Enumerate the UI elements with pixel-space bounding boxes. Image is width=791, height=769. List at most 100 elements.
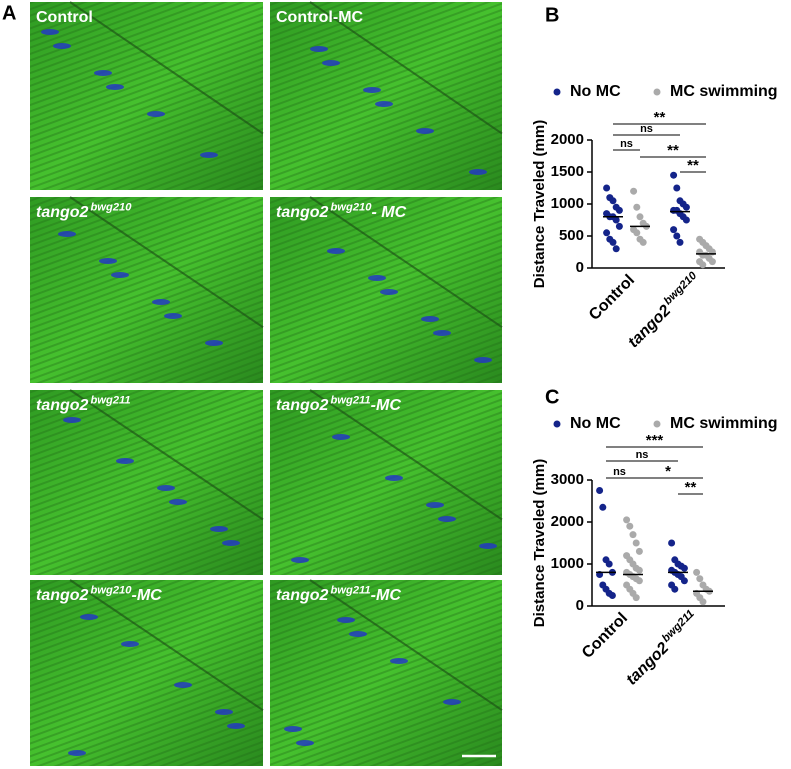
data-point [635, 547, 643, 555]
y-axis-label: Distance Traveled (mm) [531, 459, 548, 627]
label-name: tango2 [625, 302, 674, 351]
data-point [680, 564, 688, 572]
nucleus [80, 614, 98, 620]
data-point [635, 577, 643, 585]
label: tango2 bwg210- MC [276, 201, 407, 221]
data-point [673, 232, 681, 240]
data-point [612, 245, 620, 253]
legend-marker [653, 88, 661, 96]
nucleus [205, 340, 223, 346]
fiber-boundary [309, 196, 503, 329]
significance: ** [667, 142, 679, 159]
legend-label: MC swimming [670, 415, 778, 432]
significance: ns [636, 449, 649, 461]
nucleus [41, 29, 59, 35]
label: tango2 bwg211-MC [276, 394, 401, 414]
nucleus [121, 641, 139, 647]
micrograph-striation [270, 580, 502, 766]
fiber-boundary [309, 579, 503, 712]
data-point [632, 594, 640, 602]
nucleus [385, 475, 403, 481]
data-point [629, 531, 637, 539]
data-point [609, 238, 617, 246]
nucleus [349, 631, 367, 637]
label: Control [36, 9, 93, 26]
data-point [699, 598, 707, 606]
data-point [708, 258, 716, 266]
label-suffix: -MC [132, 587, 163, 604]
data-point [635, 566, 643, 574]
nucleus [210, 526, 228, 532]
micrograph-striation [30, 2, 263, 190]
fiber-boundary [69, 1, 264, 135]
label-sup: bwg211 [90, 394, 130, 406]
data-point [609, 197, 617, 205]
label-name: Control [579, 610, 631, 662]
label-suffix: -MC [371, 587, 402, 604]
nucleus [63, 417, 81, 423]
micrograph-striation [30, 580, 263, 766]
data-point [682, 203, 690, 211]
label-name: tango2 [276, 397, 329, 414]
y-tick-label: 2000 [551, 513, 584, 530]
nucleus [291, 557, 309, 563]
data-point [670, 226, 678, 234]
y-axis-label: Distance Traveled (mm) [531, 120, 548, 288]
label: tango2 bwg211-MC [276, 584, 401, 604]
label-name: Control [586, 272, 638, 324]
data-point [615, 206, 623, 214]
micrograph-striation [30, 390, 263, 575]
label-name: tango2 [36, 397, 89, 414]
data-point [615, 222, 623, 230]
data-point [605, 560, 613, 568]
data-point [612, 216, 620, 224]
nucleus [310, 46, 328, 52]
data-point [673, 184, 681, 192]
data-point [680, 577, 688, 585]
data-point [636, 213, 644, 221]
label-name: tango2 [36, 587, 89, 604]
legend-marker [553, 420, 561, 428]
nucleus [433, 330, 451, 336]
y-tick-label: 2000 [551, 131, 584, 148]
nucleus [68, 750, 86, 756]
significance: *** [646, 432, 664, 449]
data-point [608, 592, 616, 599]
nucleus [337, 617, 355, 623]
nucleus [215, 709, 233, 715]
y-tick-label: 500 [559, 227, 584, 244]
label: tango2bwg211 [621, 608, 702, 689]
label-suffix: - MC [372, 204, 407, 221]
label-sup: bwg211 [330, 394, 370, 406]
nucleus [147, 111, 165, 117]
significance: * [665, 463, 671, 480]
label-suffix: -MC [371, 397, 402, 414]
data-point [682, 216, 690, 224]
data-point [676, 238, 684, 246]
label-sup: bwg210 [90, 201, 132, 213]
nucleus [58, 231, 76, 237]
legend-label: MC swimming [670, 83, 778, 100]
nucleus [106, 84, 124, 90]
nucleus [116, 458, 134, 464]
label-sup: bwg210 [662, 269, 700, 307]
nucleus [94, 70, 112, 76]
nucleus [152, 299, 170, 305]
fiber-boundary [309, 1, 503, 135]
y-tick-label: 1000 [551, 555, 584, 572]
label-sup: bwg211 [660, 608, 697, 645]
data-point [603, 184, 611, 192]
nucleus [390, 658, 408, 664]
nucleus [479, 543, 497, 549]
nucleus [380, 289, 398, 295]
significance: ns [640, 123, 653, 135]
label-sup: bwg211 [330, 584, 370, 596]
label-sup: bwg210 [330, 201, 372, 213]
y-tick-label: 0 [576, 597, 584, 614]
micrograph-striation [270, 2, 502, 190]
significance: ns [613, 466, 626, 478]
nucleus [200, 152, 218, 158]
significance: ** [687, 157, 699, 174]
